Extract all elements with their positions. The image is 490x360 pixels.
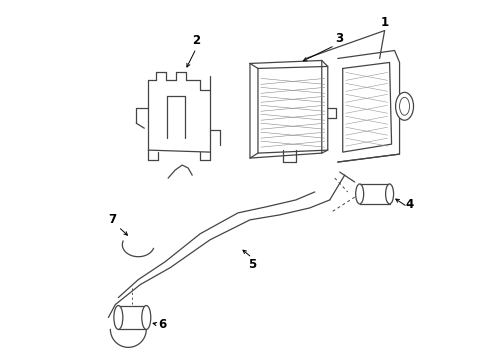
Ellipse shape [356,184,364,204]
Text: 6: 6 [158,318,167,331]
Text: 2: 2 [192,34,200,47]
Text: 4: 4 [405,198,414,211]
Text: 5: 5 [248,258,256,271]
Ellipse shape [399,97,410,115]
Ellipse shape [114,306,123,329]
Ellipse shape [386,184,393,204]
Text: 7: 7 [108,213,117,226]
Ellipse shape [142,306,151,329]
Ellipse shape [395,92,414,120]
Text: 3: 3 [336,32,344,45]
Text: 1: 1 [381,16,389,29]
